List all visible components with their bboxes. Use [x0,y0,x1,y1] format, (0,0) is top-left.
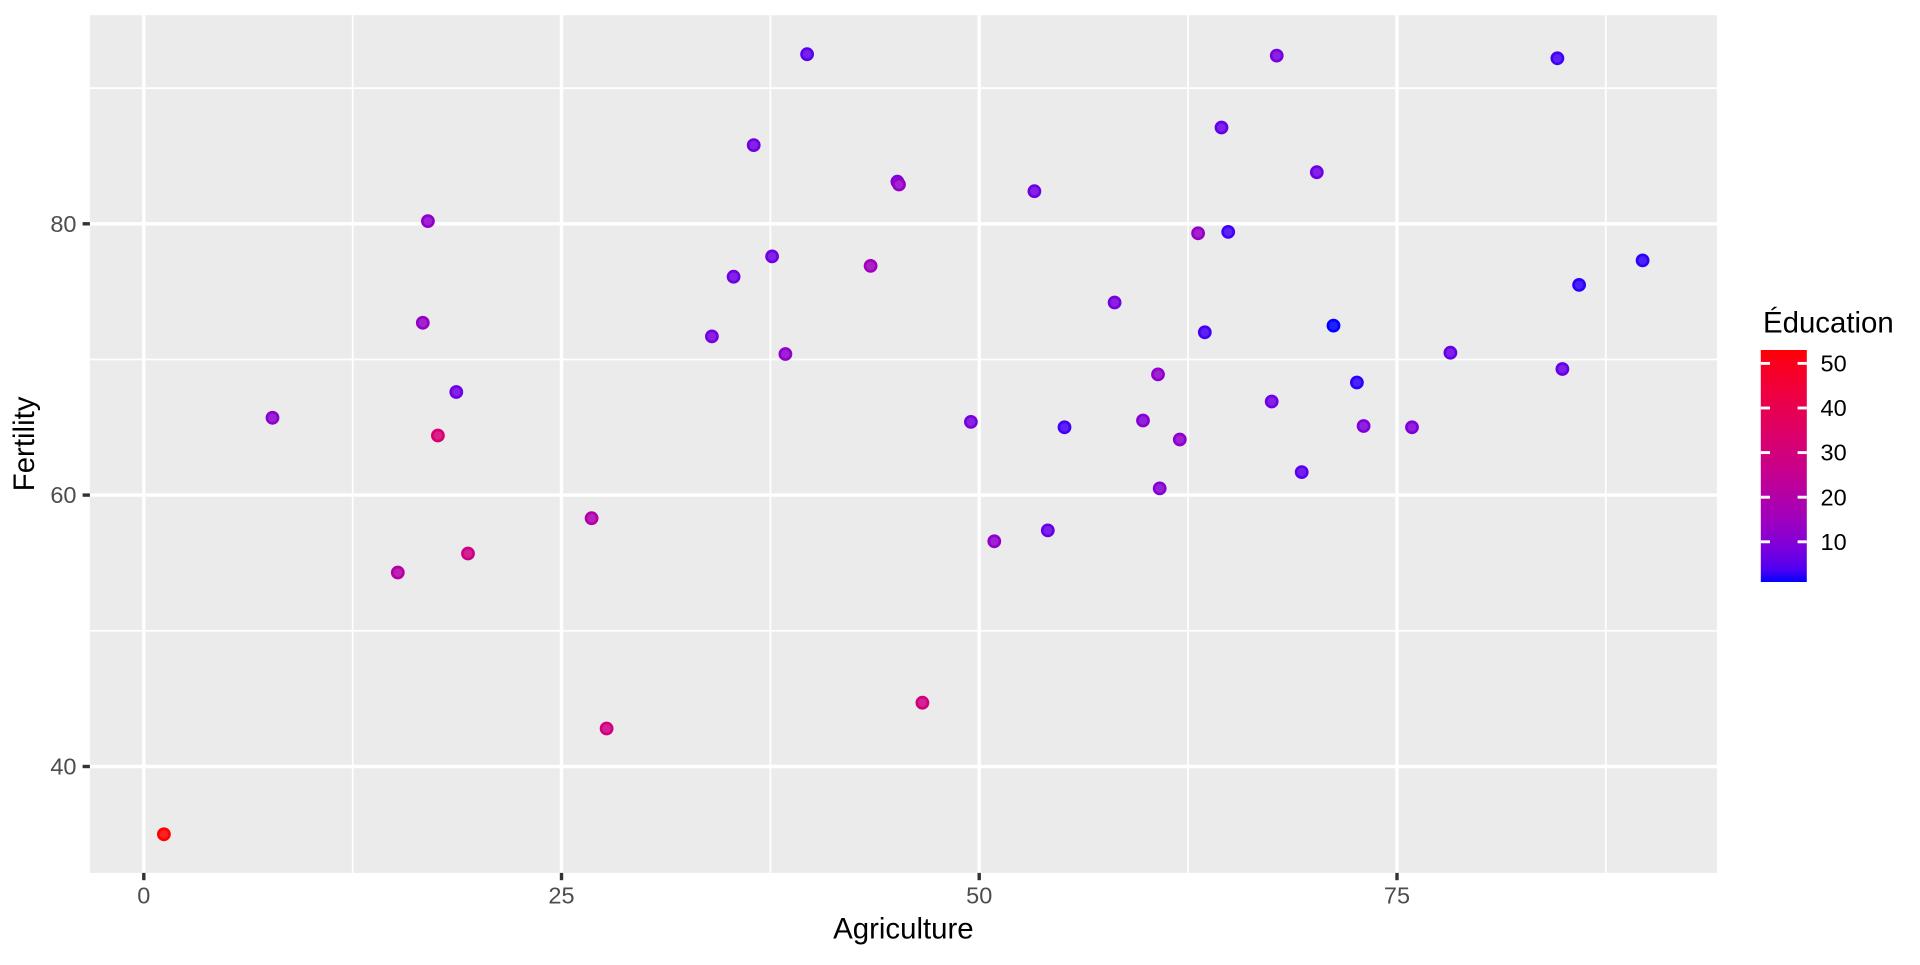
svg-text:30: 30 [1821,440,1847,466]
svg-text:Fertility: Fertility [8,396,41,491]
svg-text:Agriculture: Agriculture [833,913,973,946]
svg-text:20: 20 [1821,484,1847,510]
svg-text:60: 60 [50,482,76,508]
svg-text:0: 0 [137,882,150,908]
svg-text:Éducation: Éducation [1763,307,1894,340]
svg-text:75: 75 [1384,882,1410,908]
svg-text:80: 80 [50,211,76,237]
svg-text:25: 25 [548,882,574,908]
svg-text:50: 50 [1821,351,1847,377]
svg-text:40: 40 [50,754,76,780]
svg-text:10: 10 [1821,529,1847,555]
svg-text:40: 40 [1821,395,1847,421]
svg-text:50: 50 [966,882,992,908]
